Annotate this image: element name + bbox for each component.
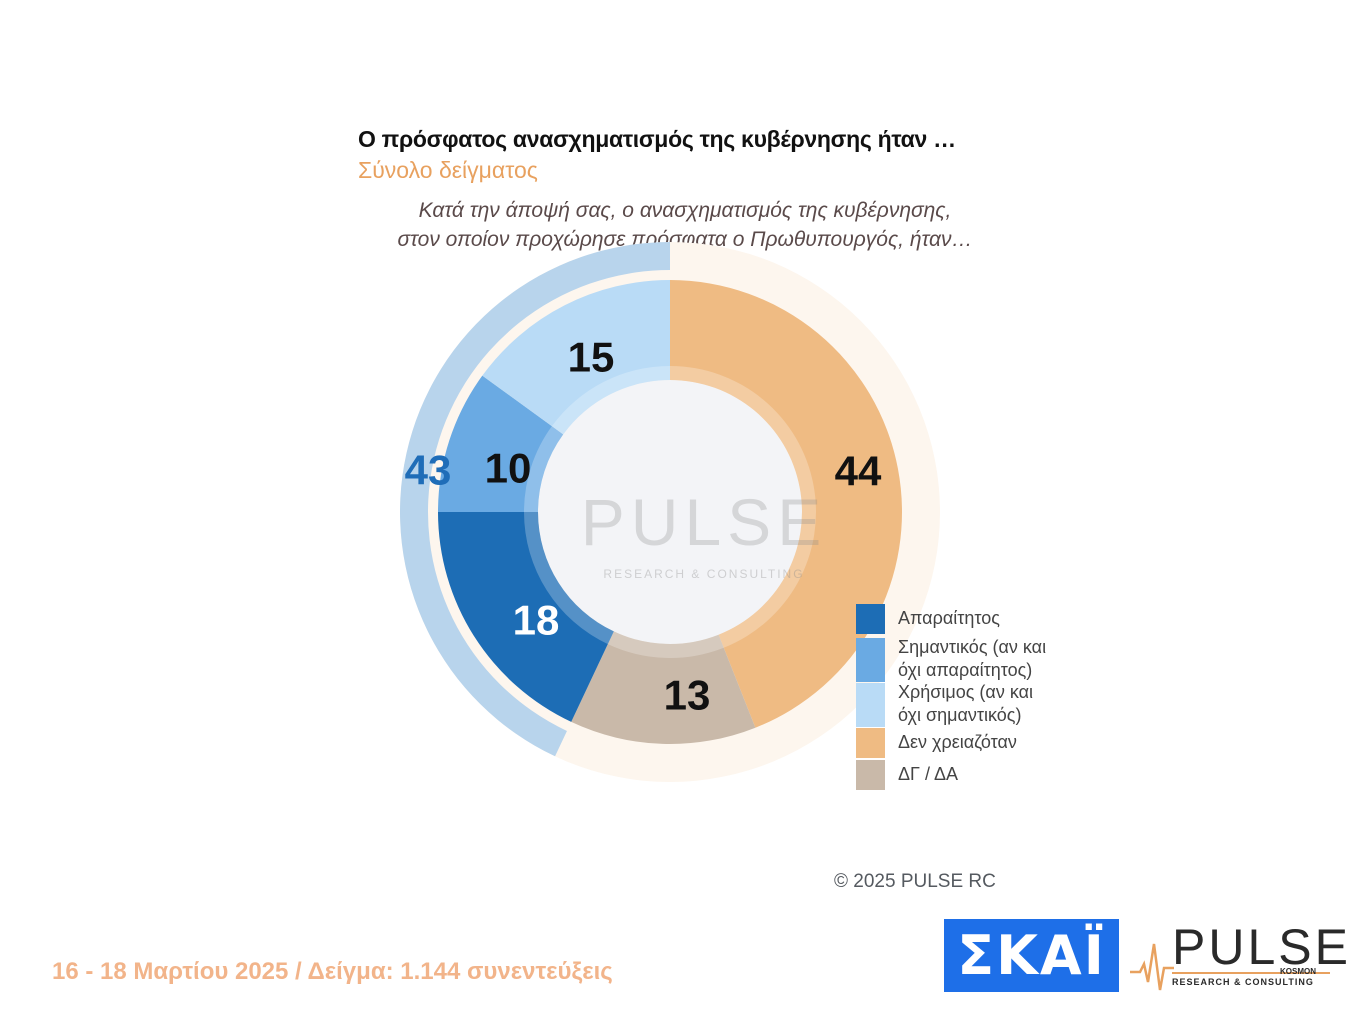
- legend-swatch: [856, 638, 885, 682]
- donut-slice-3: [438, 375, 564, 512]
- chart-subtitle: Σύνολο δείγματος: [358, 157, 538, 183]
- footer-survey-info: 16 - 18 Μαρτίου 2025 / Δείγμα: 1.144 συν…: [52, 958, 613, 985]
- outer-ring-label: 43: [405, 447, 452, 494]
- slice-value-label: 10: [485, 445, 532, 492]
- survey-question-line-1: Κατά την άποψή σας, ο ανασχηματισμός της…: [418, 199, 952, 222]
- legend-swatch: [856, 760, 885, 790]
- donut-slice-shade-4: [551, 366, 670, 435]
- pulse-logo: PULSE KOSMON RESEARCH & CONSULTING: [1130, 918, 1348, 996]
- legend-label-line: ΔΓ / ΔΑ: [898, 764, 958, 784]
- legend-label-line: όχι σημαντικός): [898, 705, 1022, 725]
- legend-label-line: Χρήσιμος (αν και: [898, 682, 1034, 702]
- chart-title: Ο πρόσφατος ανασχηματισμός της κυβέρνηση…: [358, 126, 956, 152]
- legend-label-line: Σημαντικός (αν και: [898, 637, 1047, 657]
- legend-label: Δεν χρειαζόταν: [898, 731, 1017, 754]
- pulse-logo-underline: [1172, 972, 1330, 974]
- legend-swatch: [856, 683, 885, 727]
- legend-label-line: Δεν χρειαζόταν: [898, 732, 1017, 752]
- donut-slice-1: [571, 631, 756, 744]
- donut-slice-4: [482, 280, 670, 435]
- legend-swatch: [856, 604, 885, 634]
- legend-label: Απαραίτητος: [898, 607, 1000, 630]
- donut-slice-2: [438, 512, 614, 722]
- watermark-subtitle: RESEARCH & CONSULTING: [603, 567, 804, 581]
- slice-value-label: 44: [835, 448, 882, 495]
- watermark-pulse: PULSE: [581, 485, 827, 559]
- donut-slice-shade-3: [524, 426, 564, 512]
- slice-value-label: 15: [568, 334, 615, 381]
- donut-slice-shade-0: [670, 366, 816, 648]
- donut-slice-0: [670, 280, 902, 728]
- pulse-logo-kosmon: KOSMON: [1280, 967, 1316, 976]
- slice-value-label: 13: [664, 672, 711, 719]
- survey-question: Κατά την άποψή σας, ο ανασχηματισμός της…: [340, 196, 1030, 254]
- pulse-heartbeat-icon: [1130, 943, 1174, 991]
- legend-label: Σημαντικός (αν και όχι απαραίτητος): [898, 636, 1046, 682]
- donut-slice-shade-1: [607, 631, 724, 658]
- slice-value-label: 18: [513, 597, 560, 644]
- copyright-text: © 2025 PULSE RC: [834, 871, 996, 892]
- legend-label: Χρήσιμος (αν και όχι σημαντικός): [898, 681, 1033, 727]
- legend-label-line: όχι απαραίτητος): [898, 660, 1033, 680]
- survey-question-line-2: στον οποίον προχώρησε πρόσφατα ο Πρωθυπο…: [397, 228, 973, 251]
- legend-label: ΔΓ / ΔΑ: [898, 763, 958, 786]
- pulse-logo-subtitle: RESEARCH & CONSULTING: [1172, 977, 1314, 987]
- donut-slice-shade-2: [524, 512, 614, 645]
- pulse-logo-word: PULSE: [1172, 919, 1351, 975]
- outer-ring-total: [400, 242, 670, 757]
- legend-label-line: Απαραίτητος: [898, 608, 1000, 628]
- legend-swatch: [856, 728, 885, 758]
- skai-logo: ΣΚΑΪ: [944, 919, 1119, 992]
- inner-fill: [538, 380, 802, 644]
